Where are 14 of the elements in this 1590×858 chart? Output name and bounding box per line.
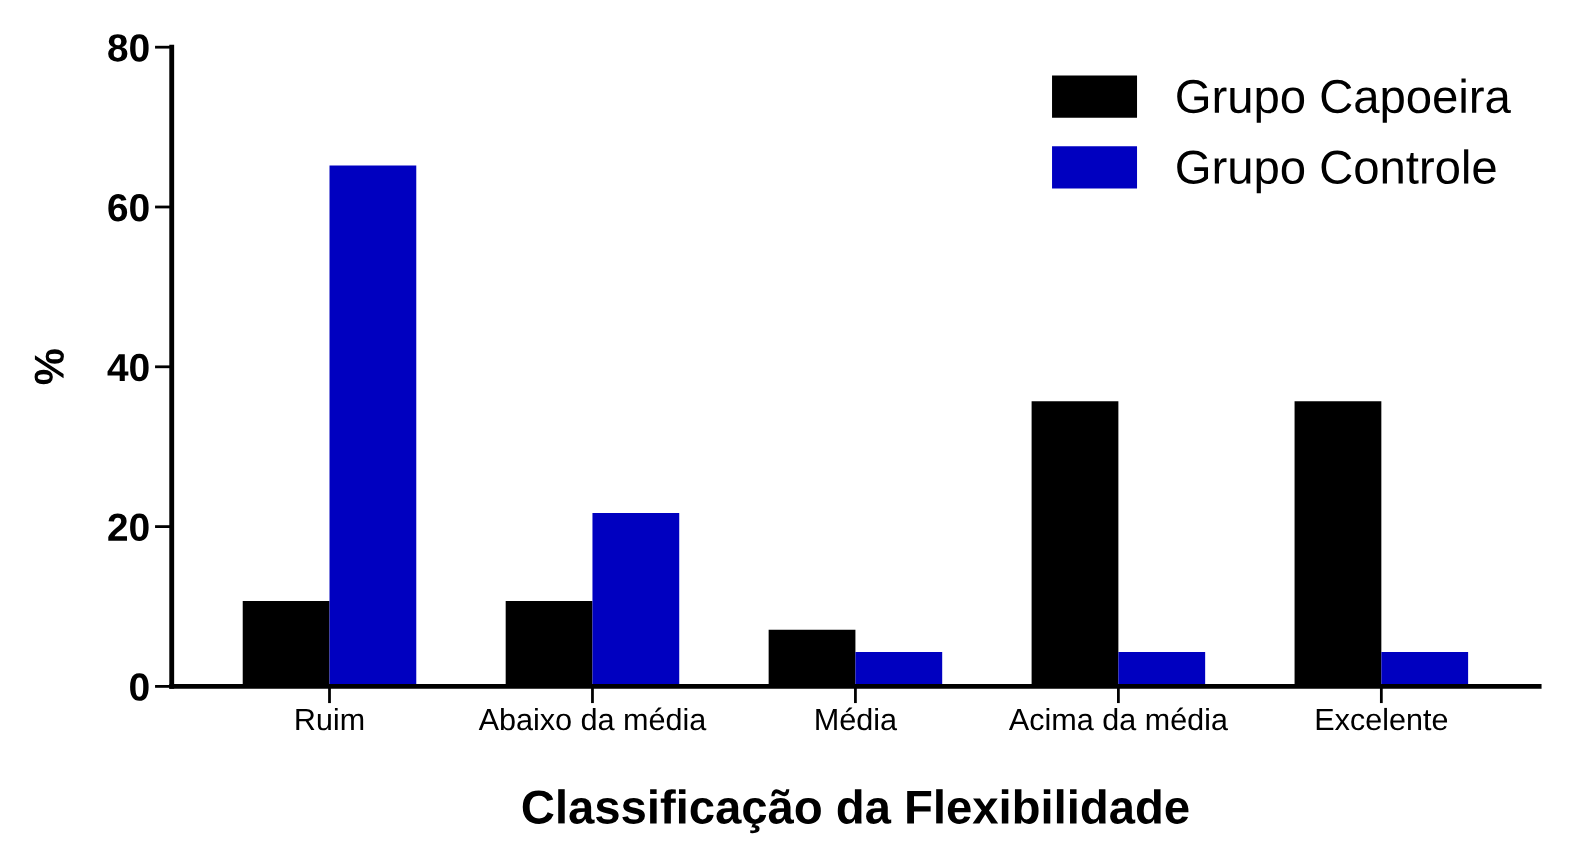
y-axis-title: % (34, 349, 64, 385)
x-tick-label: Média (816, 707, 898, 731)
y-tick-label: 0 (130, 673, 149, 701)
x-tick-label: Excelente (1316, 707, 1448, 731)
x-axis-title: Classificação da Flexibilidade (522, 789, 1189, 834)
x-tick-label: Abaixo da média (478, 707, 707, 731)
x-tick-label: Acima da média (1008, 707, 1228, 731)
y-tick-label: 60 (108, 193, 149, 222)
x-tick-label: Ruim (296, 707, 364, 731)
legend-label: Grupo Capoeira (1177, 78, 1511, 123)
y-tick-label: 20 (108, 513, 149, 542)
y-tick-label: 40 (107, 353, 149, 382)
y-tick-label: 80 (108, 34, 149, 62)
legend-label: Grupo Controle (1177, 149, 1496, 194)
